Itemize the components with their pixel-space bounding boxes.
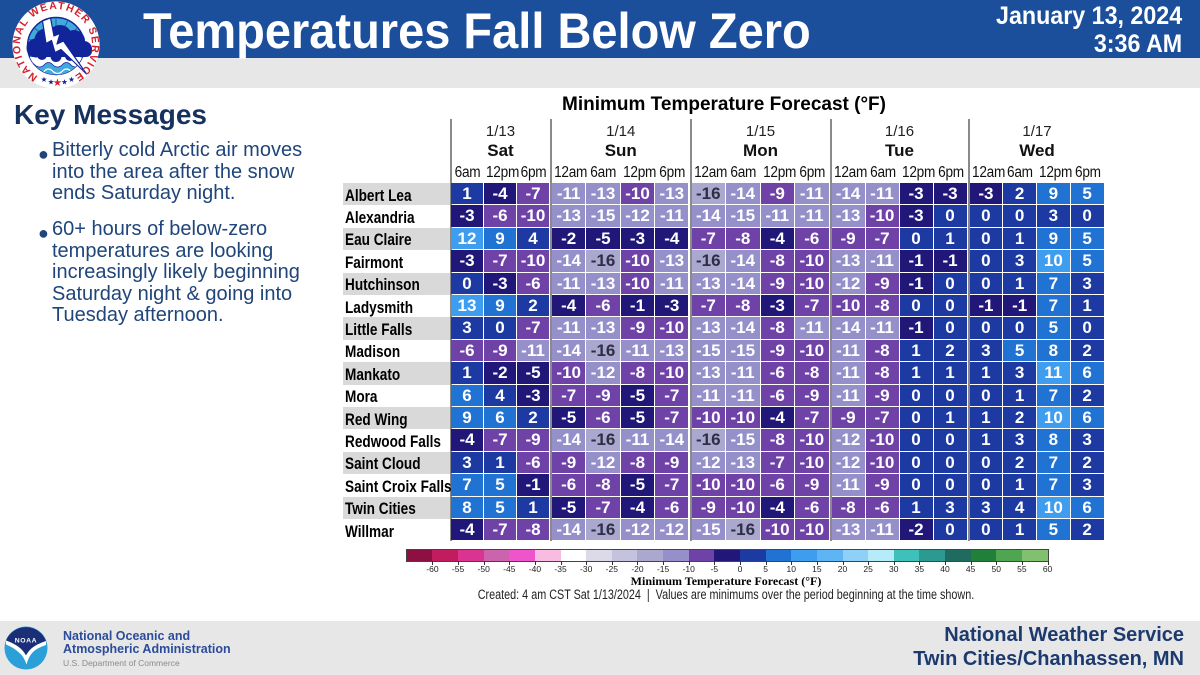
svg-text:★: ★ <box>61 78 68 87</box>
svg-text:NOAA: NOAA <box>15 638 37 645</box>
svg-text:★: ★ <box>48 78 55 87</box>
svg-text:★: ★ <box>68 75 75 84</box>
svg-text:★: ★ <box>53 77 63 89</box>
svg-text:★: ★ <box>41 75 48 84</box>
